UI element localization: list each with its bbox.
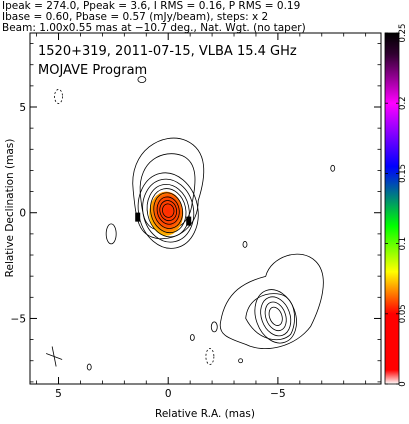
jet-contour-level — [254, 289, 297, 344]
axis-ticks: 5 0 −5 5 0 −5 — [11, 33, 381, 400]
header-line-3: Beam: 1.00x0.55 mas at −10.7 deg., Nat. … — [2, 22, 306, 34]
beam-minor-axis — [51, 346, 57, 367]
jet-contour-level — [260, 296, 292, 337]
contour-island — [330, 164, 336, 172]
chart-subtitle: MOJAVE Program — [38, 63, 147, 78]
header-line-2: Ibase = 0.60, Pbase = 0.57 (mJy/beam), s… — [2, 11, 268, 23]
contour-island — [86, 363, 92, 371]
contour-island — [242, 241, 248, 248]
contour-island — [105, 223, 117, 245]
contour-map — [45, 76, 336, 371]
core-contour-level — [150, 188, 187, 234]
colorbar-tick-label: 0.15 — [398, 164, 408, 183]
jet-contour-level — [264, 301, 287, 332]
core-marker-right — [186, 216, 192, 226]
core-marker-left — [135, 212, 141, 222]
contour-island — [238, 358, 244, 364]
chart-title: 1520+319, 2011-07-15, VLBA 15.4 GHz — [38, 44, 297, 59]
x-tick-label: 0 — [165, 388, 172, 400]
colorbar-tick-label: 0.05 — [398, 304, 408, 323]
y-tick-label: −5 — [11, 313, 26, 325]
colorbar-ticks: 0 0.05 0.1 0.15 0.2 0.25 — [385, 24, 408, 387]
y-tick-label: 0 — [19, 208, 26, 220]
plot-frame — [29, 32, 382, 385]
header-line-1: Ipeak = 274.0, Ppeak = 3.6, I RMS = 0.16… — [2, 0, 300, 12]
contour-island — [137, 76, 147, 83]
core-contour-level — [162, 203, 175, 218]
core-contour-level — [159, 200, 178, 222]
x-tick-label: −5 — [270, 388, 285, 400]
y-axis-label: Relative Declination (mas) — [4, 139, 16, 278]
colorbar-tick-label: 0 — [398, 381, 408, 386]
y-tick-label: 5 — [19, 102, 26, 114]
contour-island — [205, 348, 215, 365]
x-axis-label: Relative R.A. (mas) — [155, 408, 255, 420]
colorbar-tick-label: 0.25 — [398, 24, 408, 43]
x-tick-label: 5 — [55, 388, 62, 400]
core-contour-level — [142, 178, 195, 243]
core-contour-level — [153, 192, 184, 229]
core-intensity-fill — [149, 191, 184, 236]
core-contour-level — [156, 196, 180, 225]
contour-island — [54, 89, 63, 104]
jet-contour-outer — [219, 253, 324, 349]
contour-island — [189, 334, 195, 341]
jet-contour-level — [268, 306, 283, 326]
core-contour-level — [146, 184, 190, 238]
colorbar-tick-label: 0.1 — [398, 237, 408, 251]
contour-island — [210, 321, 218, 333]
colorbar-tick-label: 0.2 — [398, 96, 408, 110]
colorbar — [384, 32, 400, 385]
